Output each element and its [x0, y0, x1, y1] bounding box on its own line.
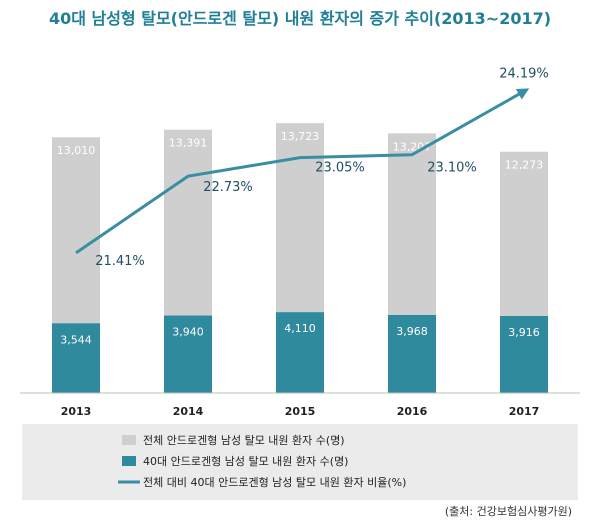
plot-area: 13,010 3,544 2013 13,391 3,940 2014 13,723 4,11… — [20, 66, 580, 418]
data-label-forty: 3,916 — [508, 326, 540, 339]
rate-label: 21.41% — [95, 254, 145, 269]
data-label-total: 13,010 — [57, 144, 96, 157]
x-tick-label: 2013 — [61, 405, 92, 418]
x-tick-label: 2016 — [397, 405, 428, 418]
bar-forty — [500, 316, 548, 393]
legend-forty-label: 40대 안드로겐형 남성 탈모 내원 환자 수(명) — [143, 455, 348, 468]
bar-forty — [276, 312, 324, 393]
legend-rate-label: 전체 대비 40대 안드로겐형 남성 탈모 내원 환자 비율(%) — [143, 476, 406, 489]
data-label-total: 13,723 — [281, 130, 320, 143]
data-label-forty: 3,940 — [172, 326, 204, 339]
chart-title: 40대 남성형 탈모(안드로겐 탈모) 내원 환자의 증가 추이(2013~20… — [49, 9, 551, 28]
data-label-forty: 3,968 — [396, 325, 428, 338]
rate-line — [75, 88, 530, 255]
data-label-total: 12,273 — [505, 159, 544, 172]
legend-total-label: 전체 안드로겐형 남성 탈모 내원 환자 수(명) — [143, 434, 345, 447]
x-tick-label: 2014 — [173, 405, 204, 418]
bar-forty — [388, 314, 436, 393]
rate-label: 23.05% — [315, 161, 365, 176]
data-label-forty: 4,110 — [284, 322, 316, 335]
legend-total-swatch — [122, 435, 136, 445]
bar-forty — [52, 323, 100, 393]
x-tick-label: 2017 — [509, 405, 540, 418]
rate-label: 23.10% — [427, 161, 477, 176]
rate-label: 24.19% — [499, 66, 549, 81]
x-tick-label: 2015 — [285, 405, 316, 418]
bar-forty — [164, 315, 212, 393]
data-label-total: 13,391 — [169, 137, 208, 150]
source-note: (출처: 건강보험심사평가원) — [445, 505, 572, 518]
legend-forty-swatch — [122, 456, 136, 466]
legend-background — [22, 424, 578, 500]
rate-label: 22.73% — [203, 180, 253, 195]
data-label-forty: 3,544 — [60, 333, 92, 346]
